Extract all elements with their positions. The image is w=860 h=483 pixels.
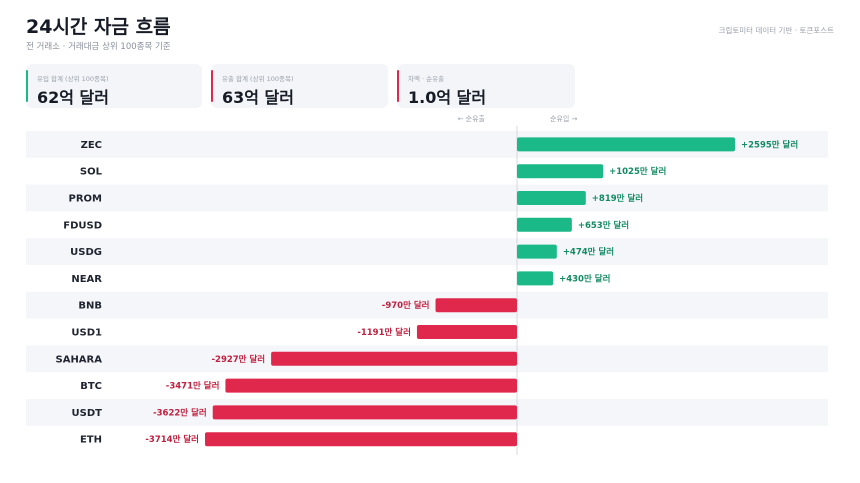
value-label: +819만 달러 bbox=[592, 193, 643, 204]
value-label: +2595만 달러 bbox=[741, 139, 798, 150]
flow-bar bbox=[271, 351, 517, 366]
axis-hint-inflow: 순유입 → bbox=[550, 115, 578, 123]
value-label: -1191만 달러 bbox=[357, 327, 411, 338]
value-label: -970만 달러 bbox=[382, 300, 430, 311]
page-title: 24시간 자금 흐름 bbox=[26, 16, 171, 38]
flow-bar bbox=[205, 432, 517, 447]
value-label: -2927만 달러 bbox=[212, 354, 266, 365]
category-label: SAHARA bbox=[56, 354, 103, 365]
flow-bar bbox=[517, 244, 557, 259]
flow-bar bbox=[435, 298, 517, 313]
flow-bar bbox=[517, 164, 604, 179]
outflow-accent-bar bbox=[211, 70, 213, 102]
data-source: 크립토미터 데이터 기반 · 토큰포스트 bbox=[718, 26, 834, 35]
row-background bbox=[26, 184, 828, 212]
stat-value-inflow: 62억 달러 bbox=[37, 88, 109, 107]
stat-label-inflow: 유입 합계 (상위 100종목) bbox=[37, 75, 109, 83]
stat-card-net: 차액 · 순유출 1.0억 달러 bbox=[397, 64, 575, 108]
category-label: ZEC bbox=[81, 140, 102, 151]
flow-bar bbox=[225, 378, 517, 393]
flow-bar bbox=[517, 217, 572, 232]
stat-value-outflow: 63억 달러 bbox=[222, 88, 294, 107]
value-label: +474만 달러 bbox=[563, 247, 614, 258]
category-label: BTC bbox=[80, 381, 102, 392]
stat-label-net: 차액 · 순유출 bbox=[408, 75, 445, 83]
category-label: FDUSD bbox=[63, 220, 102, 231]
value-label: +653만 달러 bbox=[578, 220, 629, 231]
page-subtitle: 전 거래소 · 거래대금 상위 100종목 기준 bbox=[26, 42, 171, 52]
value-label: +1025만 달러 bbox=[609, 166, 666, 177]
stat-card-outflow: 유출 합계 (상위 100종목) 63억 달러 bbox=[211, 64, 388, 108]
flow-bar bbox=[517, 137, 735, 152]
stat-value-net: 1.0억 달러 bbox=[408, 88, 487, 107]
stat-card-inflow: 유입 합계 (상위 100종목) 62억 달러 bbox=[26, 64, 202, 108]
value-label: +430만 달러 bbox=[559, 273, 610, 284]
row-background bbox=[26, 291, 828, 319]
value-label: -3714만 달러 bbox=[145, 434, 199, 445]
value-label: -3471만 달러 bbox=[166, 381, 220, 392]
flow-bar bbox=[416, 325, 517, 339]
axis-hint-outflow: ← 순유출 bbox=[458, 114, 486, 123]
inflow-accent-bar bbox=[26, 70, 28, 102]
category-label: PROM bbox=[69, 194, 103, 205]
net-accent-bar bbox=[397, 70, 399, 102]
category-label: USDT bbox=[72, 408, 103, 419]
flow-bar bbox=[212, 405, 518, 420]
category-label: SOL bbox=[80, 167, 103, 178]
flow-bar bbox=[517, 191, 586, 205]
stat-label-outflow: 유출 합계 (상위 100종목) bbox=[222, 75, 294, 83]
flow-bar bbox=[517, 271, 554, 286]
row-background bbox=[26, 238, 828, 265]
category-label: NEAR bbox=[71, 274, 102, 285]
category-label: USDG bbox=[70, 247, 102, 258]
category-label: BNB bbox=[78, 301, 102, 312]
category-label: USD1 bbox=[71, 328, 102, 339]
value-label: -3622만 달러 bbox=[153, 407, 207, 418]
category-label: ETH bbox=[80, 435, 102, 446]
